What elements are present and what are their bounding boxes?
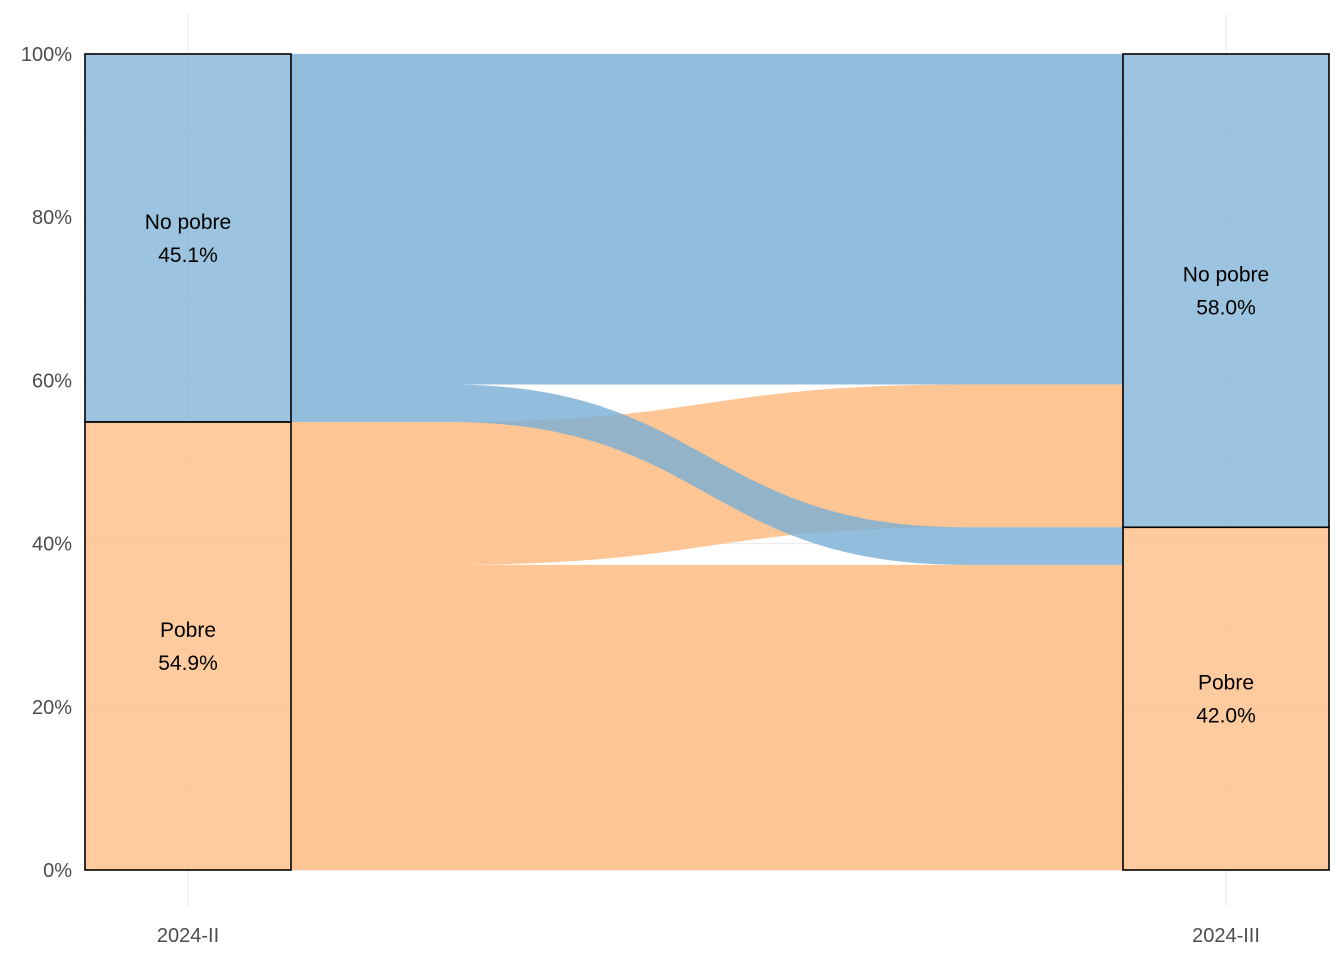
x-tick-label-2024-iii: 2024-III bbox=[1192, 925, 1260, 947]
axes: 0% 20% 40% 60% 80% 100% 2024-II 2024-III bbox=[21, 44, 1260, 947]
stratum-value-2024-ii-pobre: 54.9% bbox=[158, 652, 218, 675]
flow-no-pobre-to-pobre bbox=[291, 384, 1123, 565]
y-tick-label-40: 40% bbox=[32, 534, 72, 556]
stratum-value-2024-iii-no-pobre: 58.0% bbox=[1196, 297, 1256, 320]
y-tick-label-100: 100% bbox=[21, 44, 72, 66]
stratum-2024-ii-pobre bbox=[84, 421, 292, 871]
stratum-labels: No pobre 45.1% Pobre 54.9% No pobre 58.0% Pobr… bbox=[145, 211, 1269, 728]
stratum-label-2024-iii-no-pobre: No pobre bbox=[1183, 264, 1269, 287]
y-tick-label-80: 80% bbox=[32, 207, 72, 229]
stratum-label-2024-ii-pobre: Pobre bbox=[160, 619, 216, 642]
stratum-label-2024-ii-no-pobre: No pobre bbox=[145, 211, 231, 234]
stratum-value-2024-iii-pobre: 42.0% bbox=[1196, 705, 1256, 728]
y-tick-label-60: 60% bbox=[32, 370, 72, 392]
strata bbox=[84, 53, 1330, 871]
stratum-2024-iii-pobre bbox=[1122, 526, 1330, 871]
flows bbox=[291, 54, 1123, 870]
stratum-value-2024-ii-no-pobre: 45.1% bbox=[158, 244, 218, 267]
flow-pobre-to-pobre bbox=[291, 564, 1123, 870]
stratum-2024-iii-no-pobre bbox=[1122, 53, 1330, 529]
x-tick-label-2024-ii: 2024-II bbox=[157, 925, 219, 947]
stratum-label-2024-iii-pobre: Pobre bbox=[1198, 672, 1254, 695]
flow-no-pobre-to-no-pobre bbox=[291, 54, 1123, 385]
stratum-2024-ii-no-pobre bbox=[84, 53, 292, 423]
y-tick-label-20: 20% bbox=[32, 697, 72, 719]
y-tick-label-0: 0% bbox=[43, 860, 72, 882]
